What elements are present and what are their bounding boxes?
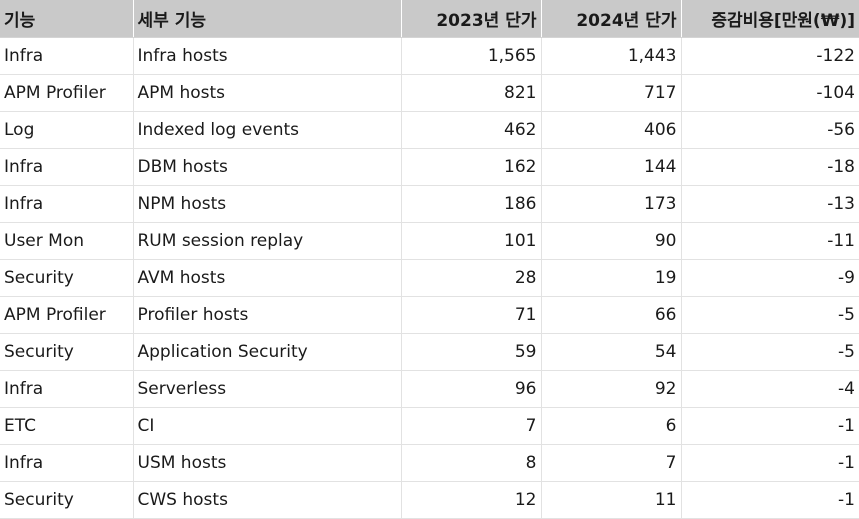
cell-feature: APM Profiler <box>0 296 134 334</box>
cell-price-2024: 6 <box>541 407 682 445</box>
header-feature: 기능 <box>0 0 134 38</box>
cell-feature: Infra <box>0 37 134 75</box>
cell-price-2024: 90 <box>541 222 682 260</box>
cell-price-2023: 1,565 <box>401 37 542 75</box>
cell-sub-feature: Profiler hosts <box>133 296 402 334</box>
header-sub-feature: 세부 기능 <box>133 0 402 38</box>
cell-feature: Infra <box>0 370 134 408</box>
cell-price-2024: 11 <box>541 481 682 519</box>
cell-price-2024: 92 <box>541 370 682 408</box>
table-row: Infra NPM hosts 186 173 -13 <box>0 185 859 223</box>
cell-sub-feature: Indexed log events <box>133 111 402 149</box>
cell-sub-feature: Serverless <box>133 370 402 408</box>
cell-sub-feature: USM hosts <box>133 444 402 482</box>
cell-price-2024: 7 <box>541 444 682 482</box>
cell-price-2024: 173 <box>541 185 682 223</box>
cell-sub-feature: RUM session replay <box>133 222 402 260</box>
table-row: Infra DBM hosts 162 144 -18 <box>0 148 859 186</box>
header-price-2023: 2023년 단가 <box>401 0 542 38</box>
cell-cost-change: -18 <box>681 148 859 186</box>
table-row: Infra USM hosts 8 7 -1 <box>0 444 859 482</box>
cell-cost-change: -5 <box>681 333 859 371</box>
cell-sub-feature: Application Security <box>133 333 402 371</box>
cell-price-2023: 96 <box>401 370 542 408</box>
table-header: 기능 세부 기능 2023년 단가 2024년 단가 증감비용[만원(₩)] <box>0 0 859 38</box>
cell-sub-feature: APM hosts <box>133 74 402 112</box>
cell-sub-feature: CI <box>133 407 402 445</box>
cell-feature: Infra <box>0 185 134 223</box>
table-row: Infra Infra hosts 1,565 1,443 -122 <box>0 37 859 75</box>
cell-cost-change: -122 <box>681 37 859 75</box>
header-price-2024: 2024년 단가 <box>541 0 682 38</box>
cell-price-2024: 1,443 <box>541 37 682 75</box>
cell-sub-feature: DBM hosts <box>133 148 402 186</box>
cell-cost-change: -4 <box>681 370 859 408</box>
table-row: Security CWS hosts 12 11 -1 <box>0 481 859 519</box>
cell-price-2024: 144 <box>541 148 682 186</box>
cell-cost-change: -5 <box>681 296 859 334</box>
cell-cost-change: -1 <box>681 444 859 482</box>
cell-price-2023: 59 <box>401 333 542 371</box>
cell-price-2023: 7 <box>401 407 542 445</box>
cell-feature: Security <box>0 259 134 297</box>
cell-price-2023: 71 <box>401 296 542 334</box>
cell-price-2023: 101 <box>401 222 542 260</box>
cell-sub-feature: Infra hosts <box>133 37 402 75</box>
table-row: ETC CI 7 6 -1 <box>0 407 859 445</box>
cell-feature: Log <box>0 111 134 149</box>
cell-cost-change: -56 <box>681 111 859 149</box>
cell-price-2023: 186 <box>401 185 542 223</box>
cell-price-2023: 162 <box>401 148 542 186</box>
table-body: Infra Infra hosts 1,565 1,443 -122 APM Profil… <box>0 37 859 519</box>
cell-price-2024: 66 <box>541 296 682 334</box>
cell-sub-feature: CWS hosts <box>133 481 402 519</box>
table-row: Infra Serverless 96 92 -4 <box>0 370 859 408</box>
cell-feature: User Mon <box>0 222 134 260</box>
cell-cost-change: -9 <box>681 259 859 297</box>
table-row: User Mon RUM session replay 101 90 -11 <box>0 222 859 260</box>
table-row: Security Application Security 59 54 -5 <box>0 333 859 371</box>
cell-price-2024: 19 <box>541 259 682 297</box>
cell-sub-feature: AVM hosts <box>133 259 402 297</box>
cell-cost-change: -13 <box>681 185 859 223</box>
cell-cost-change: -1 <box>681 407 859 445</box>
header-cost-change: 증감비용[만원(₩)] <box>681 0 859 38</box>
cell-feature: Security <box>0 333 134 371</box>
cell-cost-change: -1 <box>681 481 859 519</box>
cell-feature: ETC <box>0 407 134 445</box>
cell-price-2024: 406 <box>541 111 682 149</box>
cell-cost-change: -104 <box>681 74 859 112</box>
cell-price-2024: 54 <box>541 333 682 371</box>
cell-sub-feature: NPM hosts <box>133 185 402 223</box>
cell-feature: APM Profiler <box>0 74 134 112</box>
cell-feature: Infra <box>0 444 134 482</box>
cell-price-2023: 8 <box>401 444 542 482</box>
cell-price-2023: 28 <box>401 259 542 297</box>
table-row: APM Profiler APM hosts 821 717 -104 <box>0 74 859 112</box>
cell-feature: Security <box>0 481 134 519</box>
table-row: Log Indexed log events 462 406 -56 <box>0 111 859 149</box>
cell-price-2024: 717 <box>541 74 682 112</box>
table-row: Security AVM hosts 28 19 -9 <box>0 259 859 297</box>
cell-cost-change: -11 <box>681 222 859 260</box>
cell-price-2023: 12 <box>401 481 542 519</box>
cell-price-2023: 462 <box>401 111 542 149</box>
cell-price-2023: 821 <box>401 74 542 112</box>
table-row: APM Profiler Profiler hosts 71 66 -5 <box>0 296 859 334</box>
cell-feature: Infra <box>0 148 134 186</box>
header-row: 기능 세부 기능 2023년 단가 2024년 단가 증감비용[만원(₩)] <box>0 0 859 38</box>
